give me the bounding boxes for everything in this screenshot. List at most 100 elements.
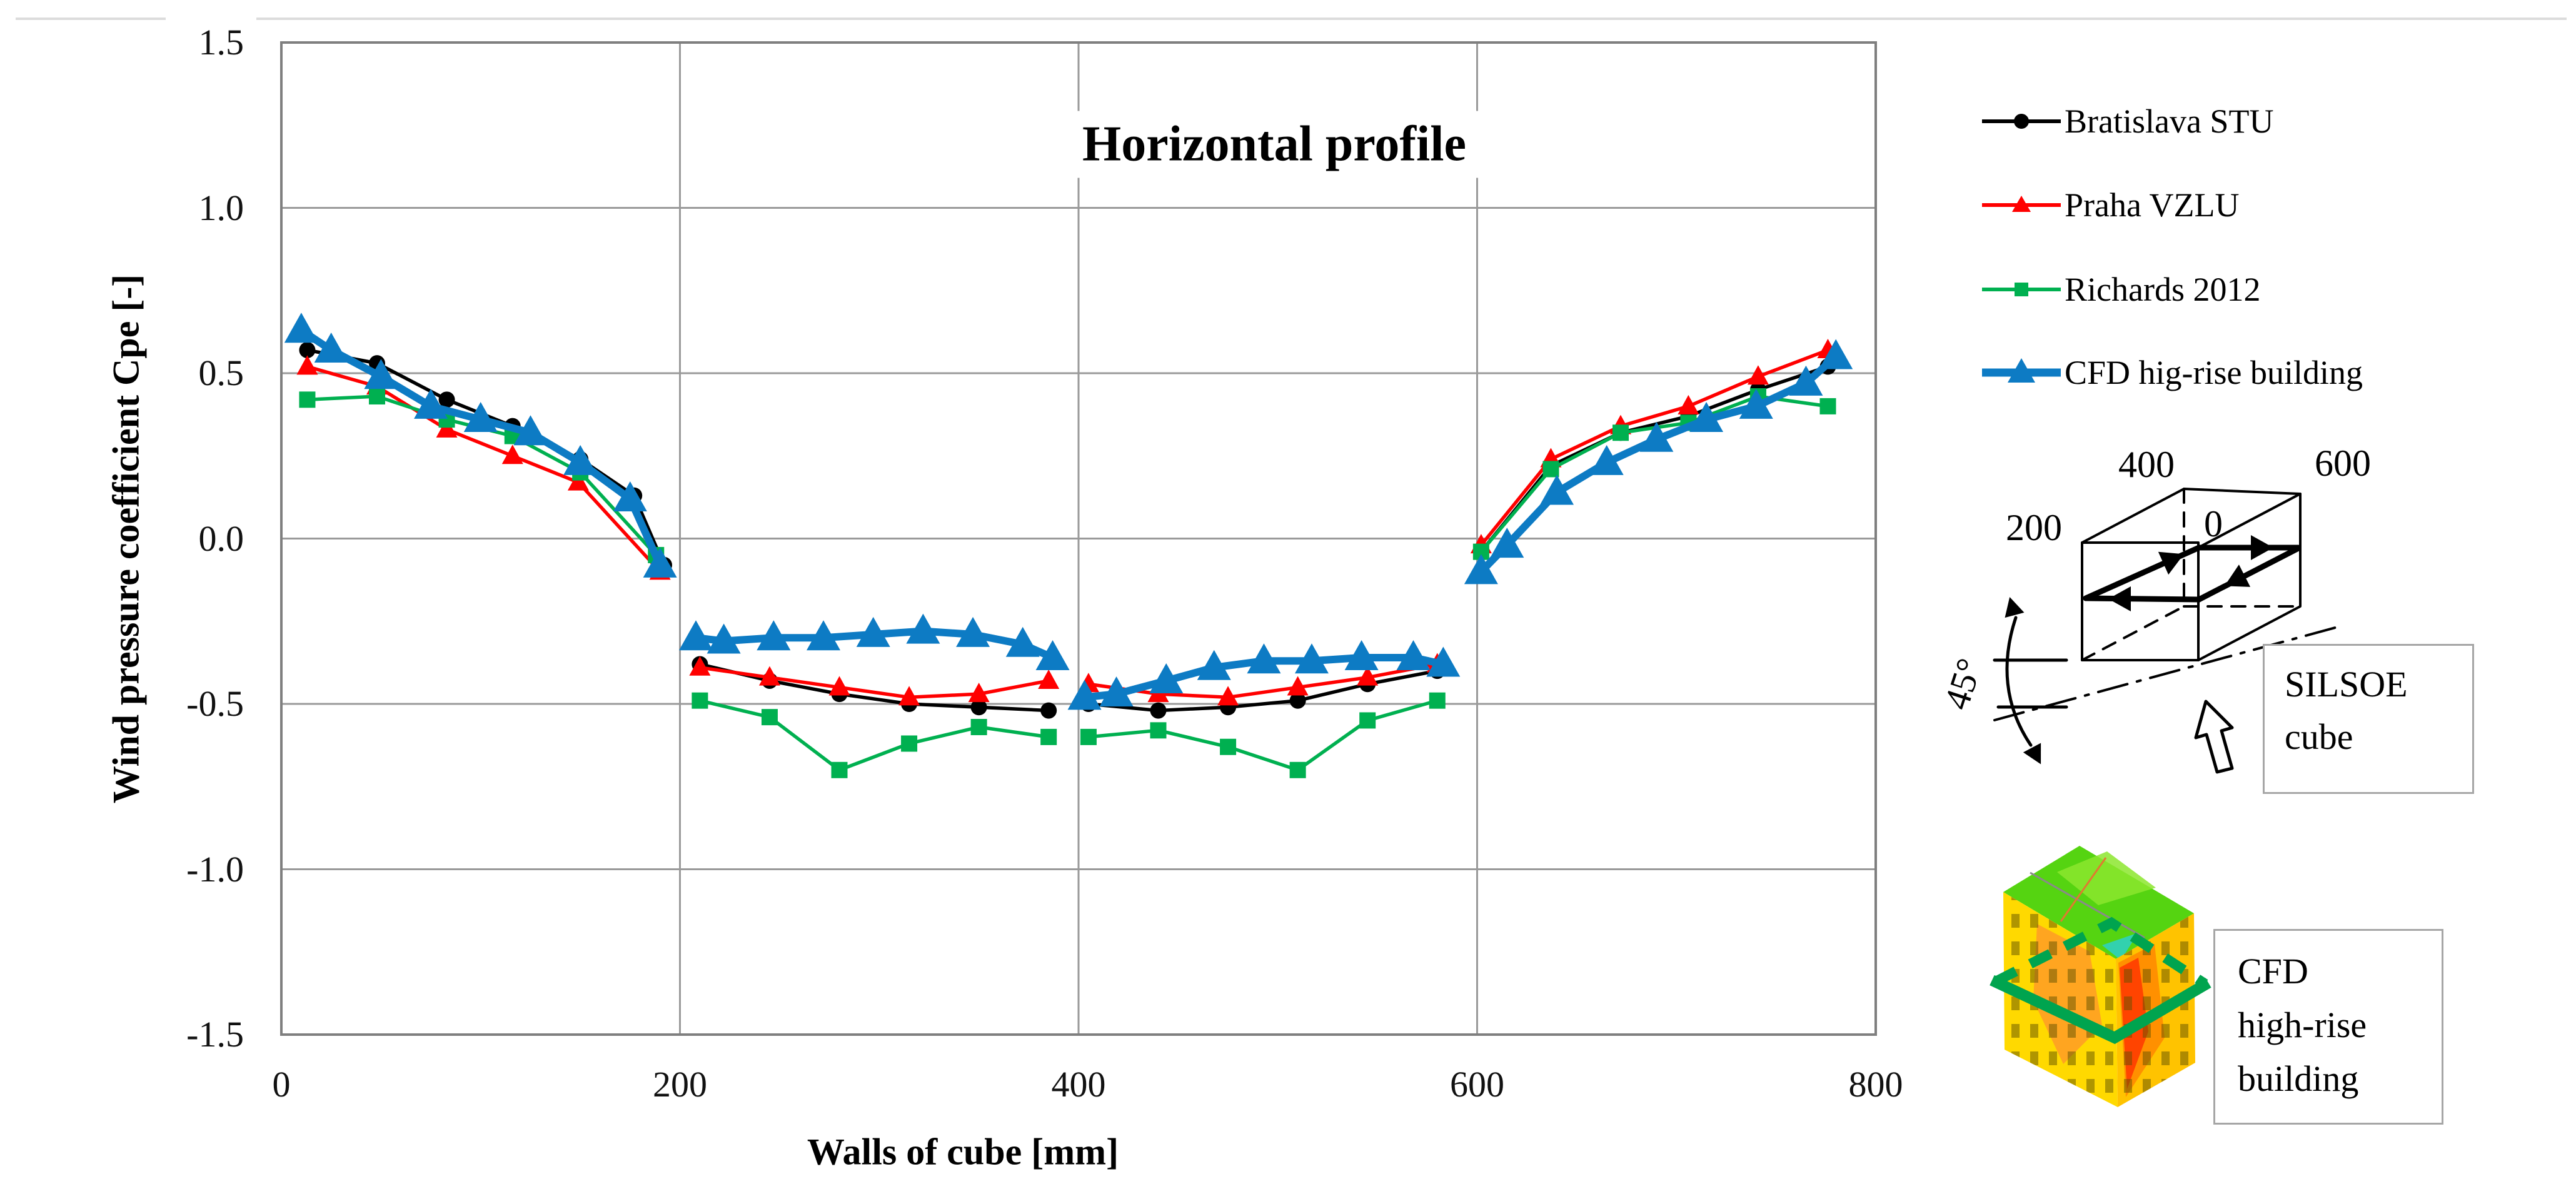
cube-dim-600: 600 xyxy=(2315,443,2371,484)
series-praha-vzlu-marker xyxy=(1747,365,1769,385)
series-praha-vzlu-marker xyxy=(1287,676,1309,696)
series-cfd-hig-rise-building-marker xyxy=(1149,663,1184,693)
series-bratislava-stu-marker xyxy=(1150,702,1167,719)
cfd-box-line2: high-rise xyxy=(2238,1005,2367,1045)
legend-label: Bratislava STU xyxy=(2065,103,2274,140)
series-praha-vzlu xyxy=(296,338,1839,706)
series-bratislava-stu-marker xyxy=(1040,702,1057,719)
cube-zero-label: 0 xyxy=(2204,503,2223,544)
series-cfd-hig-rise-building-marker xyxy=(1490,528,1524,558)
building-roof-cyan-patch xyxy=(2102,933,2138,960)
top-rule-right xyxy=(256,18,2567,20)
series-cfd-hig-rise-building-marker xyxy=(613,481,647,512)
legend-marker-triangle-icon xyxy=(1982,196,2061,212)
x-tick-label: 600 xyxy=(1450,1064,1504,1105)
series-cfd-hig-rise-building-marker xyxy=(643,547,677,578)
building-left-windows xyxy=(2003,892,2118,1107)
series-cfd-hig-rise-building-marker xyxy=(1396,640,1431,670)
series-praha-vzlu-marker xyxy=(1217,686,1239,706)
plot-border xyxy=(280,41,1877,1036)
wind-arrow-icon xyxy=(2194,700,2234,774)
series-cfd-hig-rise-building-marker xyxy=(679,620,713,651)
series-cfd-hig-rise-building-marker xyxy=(1247,643,1281,674)
series-cfd-hig-rise-building-marker xyxy=(1789,365,1823,396)
section-band-front-solid xyxy=(1990,975,2211,1045)
series-praha-vzlu-marker xyxy=(436,418,458,438)
wind-direction-dashdot-line xyxy=(1993,626,2337,721)
series-richards-2012-marker xyxy=(831,761,848,778)
series-cfd-hig-rise-building-marker xyxy=(1294,643,1329,674)
series-richards-2012-marker xyxy=(1613,424,1629,441)
y-tick-label: 0.5 xyxy=(198,353,244,393)
legend-label: Richards 2012 xyxy=(2065,271,2261,308)
series-cfd-hig-rise-building-marker xyxy=(1540,474,1574,505)
legend-item-bratislava-stu: Bratislava STU xyxy=(1981,96,2273,146)
chart-title: Horizontal profile xyxy=(1047,111,1501,178)
series-praha-vzlu-marker xyxy=(1678,394,1699,414)
series-cfd-hig-rise-building-marker xyxy=(513,415,548,446)
series-richards-2012 xyxy=(299,388,1836,778)
series-cfd-hig-rise-building-marker xyxy=(414,388,448,419)
x-tick-label: 400 xyxy=(1051,1064,1106,1105)
series-cfd-hig-rise-building-marker xyxy=(1426,646,1461,677)
series-praha-vzlu-marker xyxy=(501,444,523,464)
series-richards-2012-marker xyxy=(1150,722,1167,739)
series-cfd-hig-rise-building-marker xyxy=(284,313,318,343)
series-cfd-hig-rise-building-marker xyxy=(463,402,498,433)
series-cfd-hig-rise-building-marker xyxy=(1589,444,1624,475)
cfd-building-thumbnail xyxy=(1990,846,2211,1107)
series-line-richards-2012 xyxy=(698,698,1050,772)
series-cfd-hig-rise-building xyxy=(284,313,1853,710)
silsoe-box-line1: SILSOE xyxy=(2285,664,2408,705)
cube-dim-200: 200 xyxy=(2006,507,2062,548)
series-cfd-hig-rise-building-marker xyxy=(1197,650,1231,680)
series-line-bratislava-stu xyxy=(698,662,1050,713)
section-band-back-dashed xyxy=(1993,916,2208,988)
legend-marker-square-icon xyxy=(1982,283,2061,296)
series-richards-2012-marker xyxy=(1819,398,1836,414)
silsoe-cube-label-box: SILSOE cube xyxy=(2263,644,2474,794)
series-line-praha-vzlu xyxy=(1087,662,1439,700)
series-praha-vzlu-marker xyxy=(1038,669,1060,689)
legend-label: CFD hig-rise building xyxy=(2065,354,2363,391)
series-line-praha-vzlu xyxy=(1479,348,1830,547)
y-tick-label: 0.0 xyxy=(198,518,244,559)
series-richards-2012-marker xyxy=(761,709,778,726)
legend-item-praha-vzlu: Praha VZLU xyxy=(1981,180,2239,230)
series-praha-vzlu-marker xyxy=(1357,666,1379,686)
plot-series xyxy=(284,313,1853,778)
series-cfd-hig-rise-building-marker xyxy=(1464,554,1498,584)
legend-item-richards-2012: Richards 2012 xyxy=(1981,264,2260,314)
x-axis-title: Walls of cube [mm] xyxy=(807,1131,1119,1173)
series-cfd-hig-rise-building-marker xyxy=(1344,640,1379,670)
series-cfd-hig-rise-building-marker xyxy=(314,332,348,363)
silsoe-box-line2: cube xyxy=(2285,716,2353,757)
series-cfd-hig-rise-building-marker xyxy=(1005,626,1040,657)
series-line-bratislava-stu xyxy=(1087,669,1439,713)
legend-marker-circle-icon xyxy=(1982,114,2061,129)
series-cfd-hig-rise-building-marker xyxy=(956,616,990,647)
cfd-box-line3: building xyxy=(2238,1058,2359,1099)
cube-hidden-edges xyxy=(2081,488,2302,661)
cfd-box-line1: CFD xyxy=(2238,951,2308,991)
series-praha-vzlu-marker xyxy=(968,683,990,703)
series-richards-2012-marker xyxy=(970,719,987,736)
y-tick-label: 1.0 xyxy=(198,187,244,228)
cube-section-path xyxy=(2083,544,2302,603)
series-richards-2012-marker xyxy=(1220,738,1237,755)
series-praha-vzlu-marker xyxy=(689,656,711,676)
cube-dim-400: 400 xyxy=(2118,444,2175,485)
legend-label: Praha VZLU xyxy=(2065,186,2240,224)
series-cfd-hig-rise-building-marker xyxy=(1035,640,1070,670)
series-praha-vzlu-marker xyxy=(758,666,780,686)
series-praha-vzlu-marker xyxy=(296,355,318,375)
series-richards-2012-marker xyxy=(1542,461,1559,478)
series-cfd-hig-rise-building-marker xyxy=(906,613,940,644)
series-cfd-hig-rise-building-marker xyxy=(1099,676,1134,707)
series-cfd-hig-rise-building-marker xyxy=(1819,339,1853,369)
series-cfd-hig-rise-building-marker xyxy=(364,359,398,389)
series-bratislava-stu xyxy=(299,341,1836,719)
series-cfd-hig-rise-building-marker xyxy=(563,444,598,475)
series-cfd-hig-rise-building-marker xyxy=(707,623,741,654)
